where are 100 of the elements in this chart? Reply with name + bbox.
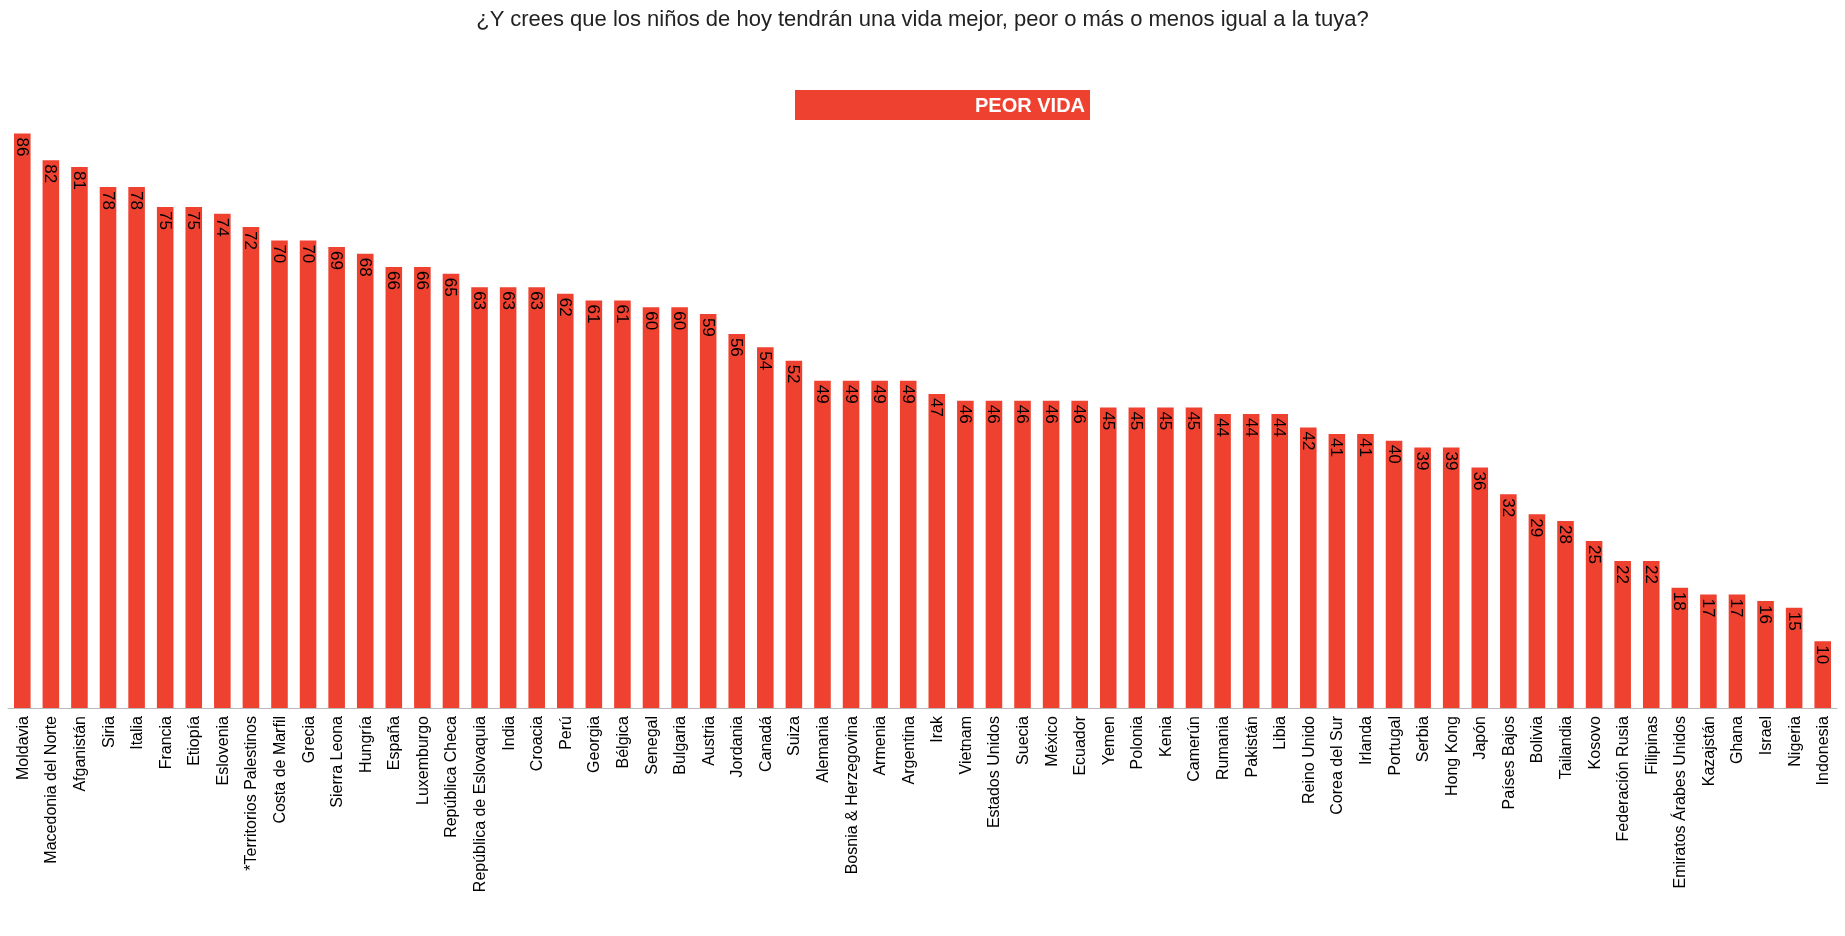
data-label: 47: [927, 398, 947, 417]
bar: [1385, 440, 1403, 708]
x-tick-label: Filipinas: [1642, 716, 1660, 775]
x-tick-label: Canadá: [756, 715, 774, 773]
data-label: 17: [1698, 598, 1718, 618]
x-tick-label: Nigeria: [1785, 715, 1803, 767]
bar: [214, 213, 231, 708]
bar: [1414, 447, 1431, 708]
x-tick-label: México: [1042, 715, 1060, 767]
bar: [614, 300, 631, 708]
data-label: 45: [1098, 411, 1118, 431]
x-tick-label: Rumania: [1214, 715, 1232, 781]
x-tick-label: Portugal: [1385, 716, 1403, 776]
x-tick-label: Afganistán: [70, 716, 88, 792]
data-label: 86: [12, 137, 32, 157]
x-tick-label: India: [499, 715, 517, 751]
data-label: 32: [1498, 498, 1518, 518]
x-tick-label: Reino Unido: [1299, 715, 1317, 805]
data-label: 75: [155, 211, 175, 230]
bar: [1442, 447, 1460, 708]
x-tick-label: Italia: [128, 715, 146, 750]
data-label: 10: [1813, 645, 1833, 665]
x-tick-label: Perú: [556, 716, 574, 750]
data-label: 66: [412, 271, 432, 291]
bar: [271, 240, 288, 708]
bar: [71, 166, 88, 708]
x-tick-label: Camerún: [1185, 716, 1203, 782]
x-tick-label: Hong Kong: [1442, 716, 1460, 797]
data-label: 40: [1384, 444, 1404, 464]
x-tick-label: Hungría: [356, 715, 374, 773]
x-tick-label: Polonia: [1128, 715, 1146, 770]
data-label: 17: [1727, 598, 1747, 618]
bar: [1099, 407, 1117, 708]
data-label: 56: [727, 337, 747, 357]
data-label: 39: [1441, 451, 1461, 471]
x-tick-label: Alemania: [813, 715, 831, 783]
x-tick-label: *Territorios Palestinos: [242, 716, 260, 871]
bar: [1328, 434, 1346, 708]
data-label: 69: [327, 251, 347, 270]
bar: [385, 267, 403, 708]
data-label: 61: [584, 304, 604, 324]
x-tick-label: Sierra Leona: [328, 715, 346, 808]
x-tick-label: Georgia: [585, 715, 603, 773]
bar: [1814, 641, 1831, 708]
x-tick-label: Suecia: [1014, 715, 1032, 765]
x-tick-label: Eslovenia: [213, 715, 231, 786]
bar: [1557, 520, 1574, 708]
data-label: 52: [784, 364, 804, 384]
x-tick-label: Argentina: [899, 715, 917, 785]
data-label: 46: [984, 404, 1004, 424]
x-tick-label: Corea del Sur: [1328, 715, 1346, 815]
data-label: 63: [527, 291, 547, 311]
bar: [957, 400, 974, 708]
x-tick-label: Indonesia: [1814, 715, 1832, 786]
x-tick-label: Kenia: [1156, 715, 1174, 757]
bar: [757, 347, 774, 708]
data-label: 46: [1041, 404, 1061, 424]
bar: [1642, 561, 1660, 708]
x-tick-label: Kazajstán: [1699, 716, 1717, 787]
bar: [671, 307, 688, 708]
x-tick-label: Etiopía: [185, 715, 203, 766]
bar: [585, 300, 603, 708]
bar: [842, 380, 860, 708]
data-label: 60: [670, 311, 690, 331]
data-label: 63: [498, 291, 518, 311]
x-tick-label: República de Eslovaquia: [471, 715, 489, 893]
bar: [1728, 594, 1746, 708]
data-label: 49: [841, 384, 861, 404]
data-label: 46: [955, 404, 975, 424]
bar: [356, 253, 374, 708]
data-label: 41: [1355, 438, 1375, 458]
data-label: 78: [127, 190, 147, 210]
bar: [442, 273, 460, 708]
bar: [1671, 587, 1689, 708]
bar: [528, 287, 545, 708]
data-label: 45: [1184, 411, 1204, 431]
bar: [1500, 494, 1517, 708]
bar: [928, 394, 946, 708]
x-tick-label: Israel: [1757, 716, 1775, 756]
x-tick-label: España: [385, 715, 403, 771]
bar: [1071, 400, 1088, 708]
bar: [899, 380, 917, 708]
x-tick-label: Moldavia: [13, 715, 31, 781]
bar: [42, 160, 60, 708]
bar: [728, 333, 746, 708]
bar: [1471, 467, 1489, 708]
bar: [1614, 561, 1631, 708]
bar: [1271, 414, 1289, 708]
data-label: 75: [184, 211, 204, 230]
data-label: 18: [1670, 591, 1690, 611]
x-tick-label: Vietnam: [956, 716, 974, 775]
x-tick-label: Bosnia & Herzegovina: [842, 715, 860, 875]
bar: [14, 133, 31, 708]
data-label: 60: [641, 311, 661, 331]
data-label: 49: [898, 384, 918, 404]
bar: [1014, 400, 1031, 708]
data-label: 42: [1298, 431, 1318, 451]
bar: [642, 307, 660, 708]
bar: [985, 400, 1003, 708]
x-tick-label: Bélgica: [613, 715, 631, 769]
